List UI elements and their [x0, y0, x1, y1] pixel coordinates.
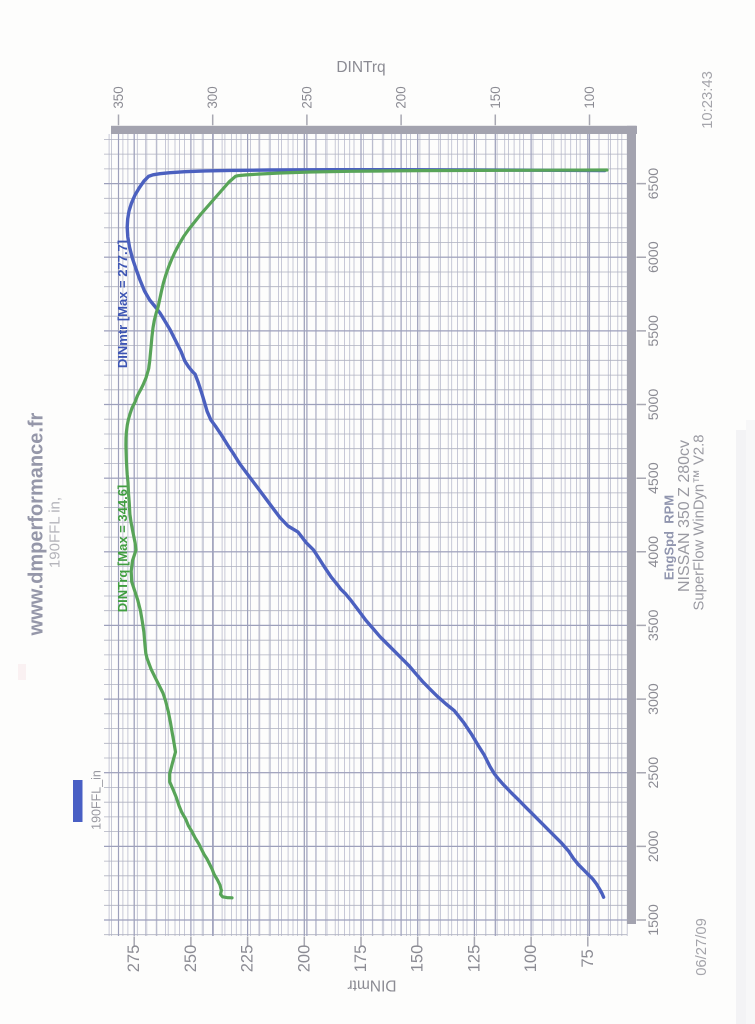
svg-text:2500: 2500	[646, 757, 662, 789]
svg-text:6500: 6500	[646, 168, 662, 200]
svg-text:10:23:43: 10:23:43	[700, 71, 716, 129]
svg-text:190FFL_in: 190FFL_in	[90, 770, 104, 830]
svg-text:150: 150	[409, 945, 427, 973]
svg-text:100: 100	[522, 945, 540, 973]
svg-text:350: 350	[111, 86, 126, 108]
svg-text:www.dmperformance.fr: www.dmperformance.fr	[26, 412, 48, 636]
svg-text:DINmtr [Max = 277.7]: DINmtr [Max = 277.7]	[115, 240, 130, 368]
svg-text:250: 250	[299, 86, 314, 108]
svg-text:5500: 5500	[646, 315, 662, 347]
svg-text:EngSpd RPM: EngSpd RPM	[662, 495, 677, 580]
svg-text:4500: 4500	[646, 462, 662, 494]
svg-text:4000: 4000	[646, 536, 662, 568]
svg-text:3500: 3500	[646, 610, 662, 642]
svg-text:275: 275	[125, 945, 143, 973]
svg-text:DINmtr: DINmtr	[347, 977, 396, 994]
svg-text:6000: 6000	[646, 241, 662, 273]
svg-text:175: 175	[352, 945, 370, 973]
svg-text:SuperFlow WinDyn™ V2.8: SuperFlow WinDyn™ V2.8	[692, 435, 708, 611]
svg-text:190FFL in,: 190FFL in,	[47, 497, 64, 568]
svg-text:150: 150	[488, 86, 503, 108]
svg-text:200: 200	[394, 86, 409, 108]
svg-text:1500: 1500	[646, 904, 662, 936]
svg-text:DINTrq [Max = 344.6]: DINTrq [Max = 344.6]	[115, 485, 130, 613]
svg-text:200: 200	[295, 945, 313, 973]
svg-text:DINTrq: DINTrq	[336, 59, 385, 76]
svg-text:125: 125	[465, 945, 483, 973]
svg-text:100: 100	[582, 86, 597, 108]
svg-text:75: 75	[579, 949, 597, 967]
svg-text:NISSAN 350 Z 280cv: NISSAN 350 Z 280cv	[676, 440, 693, 592]
svg-text:3000: 3000	[646, 683, 662, 715]
svg-text:300: 300	[205, 86, 220, 108]
svg-text:2000: 2000	[646, 831, 662, 863]
svg-text:250: 250	[182, 945, 200, 973]
svg-text:06/27/09: 06/27/09	[694, 918, 710, 976]
svg-text:225: 225	[239, 945, 257, 973]
svg-text:5000: 5000	[646, 389, 662, 421]
